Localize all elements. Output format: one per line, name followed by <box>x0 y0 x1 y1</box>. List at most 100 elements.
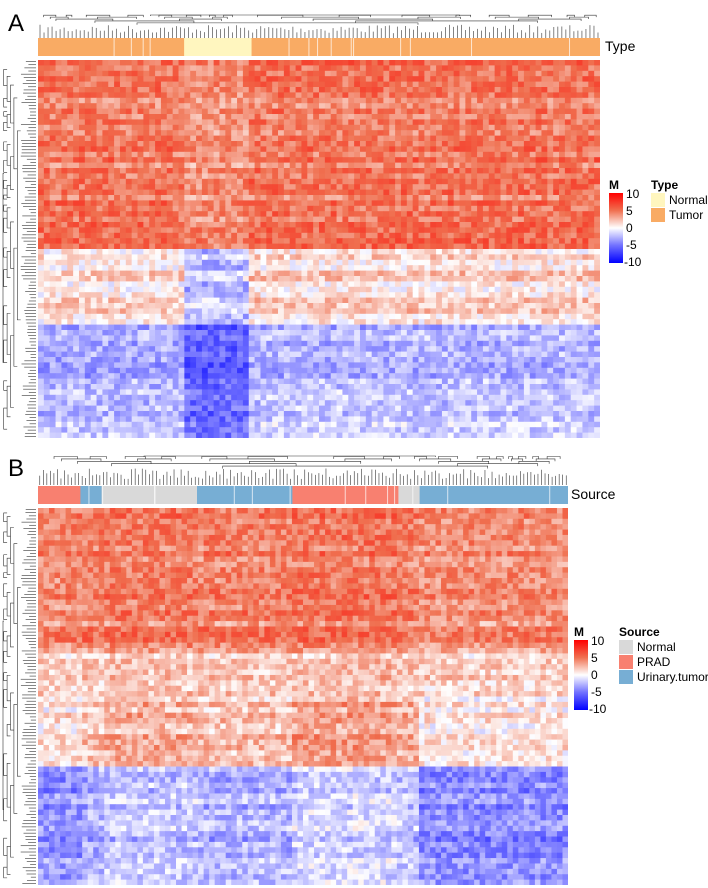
heatmap-cell <box>213 232 220 239</box>
heatmap-cell <box>172 103 179 109</box>
heatmap-cell <box>125 135 133 142</box>
heatmap-cell <box>184 119 191 126</box>
heatmap-cell <box>488 87 496 93</box>
heatmap-cell <box>377 168 384 174</box>
heatmap-cell <box>441 222 449 228</box>
heatmap-cell <box>307 313 314 320</box>
heatmap-cell <box>430 189 437 196</box>
heatmap-cell <box>254 114 261 120</box>
heatmap-cell <box>535 108 542 115</box>
heatmap-cell <box>482 222 490 228</box>
heatmap-cell <box>547 119 554 126</box>
heatmap-cell <box>219 157 226 163</box>
heatmap-cell <box>494 205 501 212</box>
heatmap-cell <box>231 254 238 261</box>
heatmap-cell <box>237 97 244 104</box>
heatmap-cell <box>313 81 320 88</box>
heatmap-cell <box>570 162 577 169</box>
heatmap-cell <box>471 146 478 153</box>
heatmap-cell <box>518 162 525 169</box>
heatmap-cell <box>231 60 238 66</box>
heatmap-cell <box>201 87 209 93</box>
heatmap-cell <box>184 124 191 131</box>
heatmap-cell <box>512 124 519 131</box>
heatmap-cell <box>512 313 519 320</box>
heatmap-cell <box>512 87 519 93</box>
heatmap-cell <box>283 184 291 190</box>
heatmap-cell <box>324 184 332 190</box>
heatmap-cell <box>178 173 185 180</box>
heatmap-cell <box>371 243 378 250</box>
heatmap-cell <box>90 168 97 174</box>
heatmap-cell <box>383 232 390 239</box>
heatmap-cell <box>412 130 419 136</box>
heatmap-cell <box>406 227 414 234</box>
heatmap-cell <box>295 292 302 298</box>
heatmap-cell <box>359 281 367 288</box>
heatmap-cell <box>506 254 513 261</box>
heatmap-cell <box>131 297 138 304</box>
heatmap-cell <box>518 292 525 298</box>
heatmap-cell <box>61 189 68 196</box>
heatmap-cell <box>78 60 86 66</box>
heatmap-cell <box>155 119 162 126</box>
heatmap-cell <box>512 303 519 309</box>
heatmap-cell <box>166 97 174 104</box>
heatmap-cell <box>219 243 226 250</box>
heatmap-cell <box>512 286 519 293</box>
heatmap-cell <box>225 297 232 304</box>
heatmap-cell <box>324 97 332 104</box>
heatmap-cell <box>190 249 197 255</box>
heatmap-cell <box>395 124 402 131</box>
heatmap-cell <box>465 216 472 223</box>
heatmap-cell <box>307 292 314 298</box>
heatmap-cell <box>272 270 279 277</box>
heatmap-cell <box>594 205 600 212</box>
heatmap-cell <box>67 157 74 163</box>
heatmap-cell <box>553 151 560 158</box>
heatmap-cell <box>477 130 484 136</box>
heatmap-cell <box>242 81 250 88</box>
heatmap-cell <box>172 313 179 320</box>
heatmap-cell <box>541 162 548 169</box>
heatmap-cell <box>383 297 390 304</box>
heatmap-cell <box>119 270 127 277</box>
heatmap-cell <box>523 168 531 174</box>
heatmap-cell <box>559 297 566 304</box>
heatmap-cell <box>102 141 109 147</box>
heatmap-cell <box>283 330 291 336</box>
heatmap-cell <box>225 335 232 342</box>
heatmap-cell <box>313 249 320 255</box>
heatmap-cell <box>354 168 361 174</box>
heatmap-cell <box>494 249 501 255</box>
heatmap-cell <box>506 70 513 77</box>
heatmap-cell <box>477 249 484 255</box>
heatmap-cell <box>547 92 554 99</box>
heatmap-cell <box>155 146 162 153</box>
heatmap-cell <box>84 238 92 244</box>
heatmap-cell <box>90 178 97 185</box>
heatmap-cell <box>237 216 244 223</box>
heatmap-cell <box>172 232 179 239</box>
heatmap-cell <box>248 157 255 163</box>
heatmap-cell <box>125 92 133 99</box>
heatmap-cell <box>155 259 162 266</box>
heatmap-cell <box>225 303 232 309</box>
heatmap-cell <box>424 141 431 147</box>
heatmap-cell <box>430 335 437 342</box>
heatmap-cell <box>278 151 285 158</box>
heatmap-cell <box>73 141 80 147</box>
heatmap-cell <box>272 124 279 131</box>
heatmap-cell <box>155 184 162 190</box>
heatmap-cell <box>242 222 250 228</box>
heatmap-cell <box>219 141 226 147</box>
heatmap-cell <box>348 135 355 142</box>
heatmap-cell <box>143 200 150 207</box>
heatmap-cell <box>248 114 255 120</box>
heatmap-cell <box>172 157 179 163</box>
heatmap-cell <box>430 87 437 93</box>
heatmap-cell <box>190 92 197 99</box>
heatmap-cell <box>447 65 455 72</box>
heatmap-cell <box>319 130 326 136</box>
heatmap-cell <box>289 330 296 336</box>
